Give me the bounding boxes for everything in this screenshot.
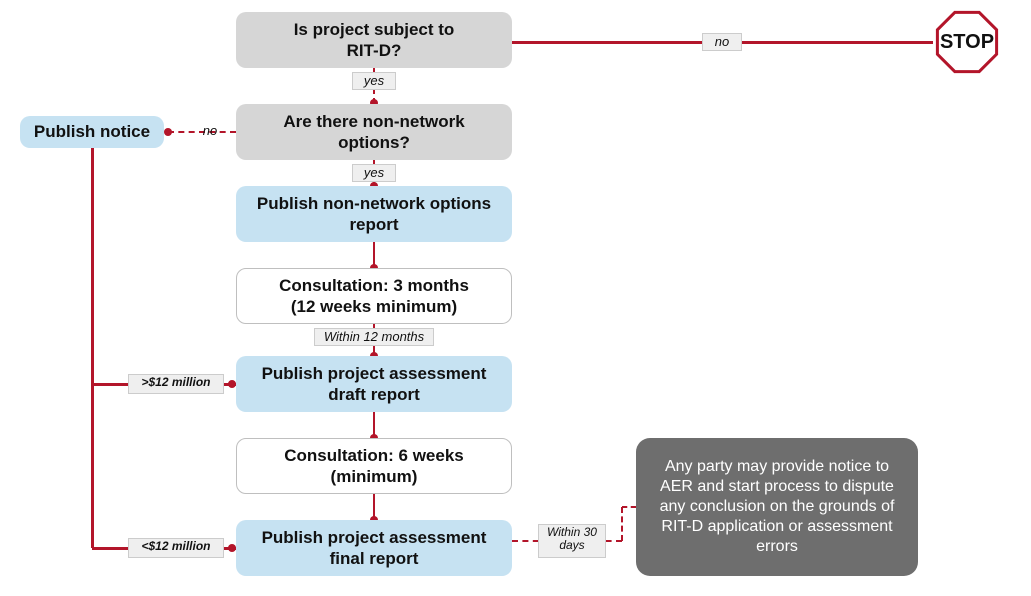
node-pn-label: Publish notice — [34, 121, 150, 142]
node-pafr-label: Publish project assessmentfinal report — [262, 527, 487, 570]
node-disp-label: Any party may provide notice to AER and … — [650, 457, 904, 557]
edge-label-yes1: yes — [352, 72, 396, 90]
connector-line — [621, 507, 623, 541]
node-pn: Publish notice — [20, 116, 164, 148]
stop-label: STOP — [933, 8, 1001, 76]
edge-label-w30: Within 30days — [538, 524, 606, 558]
node-c1-label: Consultation: 3 months(12 weeks minimum) — [279, 275, 469, 318]
node-nnr: Publish non-network optionsreport — [236, 186, 512, 242]
node-nnr-label: Publish non-network optionsreport — [257, 193, 491, 236]
edge-label-lt12: <$12 million — [128, 538, 224, 558]
node-c2-label: Consultation: 6 weeks(minimum) — [284, 445, 463, 488]
connector-dot — [228, 380, 236, 388]
edge-label-gt12: >$12 million — [128, 374, 224, 394]
connector-dot — [228, 544, 236, 552]
node-q1-label: Is project subject toRIT-D? — [294, 19, 455, 62]
node-disp: Any party may provide notice to AER and … — [636, 438, 918, 576]
edge-label-w12: Within 12 months — [314, 328, 434, 346]
node-q1: Is project subject toRIT-D? — [236, 12, 512, 68]
connector-line — [622, 506, 636, 508]
node-pafr: Publish project assessmentfinal report — [236, 520, 512, 576]
node-q2: Are there non-networkoptions? — [236, 104, 512, 160]
connector-line — [91, 148, 94, 548]
connector-dot — [164, 128, 172, 136]
node-c2: Consultation: 6 weeks(minimum) — [236, 438, 512, 494]
edge-label-yes2: yes — [352, 164, 396, 182]
edge-label-no_left: no — [192, 123, 228, 141]
node-padr: Publish project assessmentdraft report — [236, 356, 512, 412]
edge-label-no_top: no — [702, 33, 742, 51]
node-c1: Consultation: 3 months(12 weeks minimum) — [236, 268, 512, 324]
node-padr-label: Publish project assessmentdraft report — [262, 363, 487, 406]
node-q2-label: Are there non-networkoptions? — [283, 111, 464, 154]
